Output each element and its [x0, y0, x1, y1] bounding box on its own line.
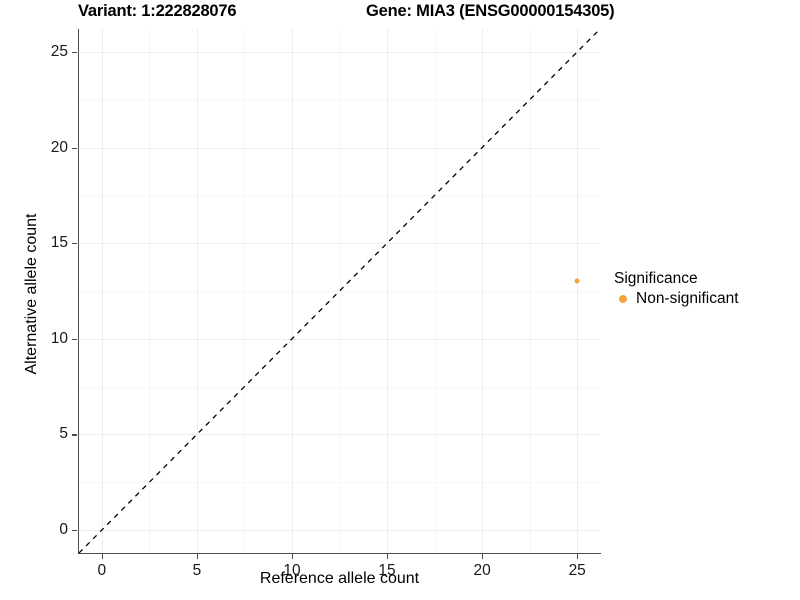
y-axis-tick — [72, 530, 77, 532]
y-axis-tick — [72, 338, 77, 340]
gridline-major-horizontal — [79, 434, 600, 436]
x-axis-tick — [482, 554, 484, 559]
gridline-major-vertical — [292, 29, 293, 553]
gene-title: Gene: MIA3 (ENSG00000154305) — [366, 2, 615, 20]
identity-reference-line — [79, 29, 600, 553]
legend-item-label: Non-significant — [636, 290, 739, 307]
x-tick-label: 15 — [378, 562, 396, 579]
y-tick-label: 5 — [59, 425, 68, 443]
y-axis-line — [78, 29, 80, 554]
x-axis-tick — [101, 554, 103, 559]
x-tick-label: 25 — [568, 562, 586, 579]
gridline-major-horizontal — [79, 530, 600, 532]
gridline-major-vertical — [387, 29, 388, 553]
gridline-major-horizontal — [79, 338, 600, 340]
y-axis-title: Alternative allele count — [23, 213, 40, 375]
x-axis-tick — [577, 554, 579, 559]
y-axis-tick — [72, 147, 77, 149]
gridline-major-vertical — [577, 29, 579, 553]
x-tick-label: 10 — [283, 562, 301, 579]
y-axis-tick — [72, 243, 77, 245]
data-point[interactable] — [574, 278, 580, 284]
gridline-major-horizontal — [79, 147, 600, 149]
y-tick-label: 20 — [50, 138, 68, 156]
y-tick-label: 15 — [50, 234, 68, 252]
y-axis-tick — [72, 51, 77, 54]
x-axis-tick — [292, 554, 294, 559]
diagonal-dashed-line — [79, 29, 600, 553]
y-tick-labels: 0 5 10 15 20 25 — [0, 0, 68, 600]
gridline-minor-horizontal — [79, 195, 600, 197]
y-axis-tick — [72, 434, 77, 436]
variant-title: Variant: 1:222828076 — [78, 2, 237, 20]
x-tick-label: 5 — [192, 562, 202, 579]
gridline-major-vertical — [482, 29, 484, 553]
chart-title-row: Variant: 1:222828076 Gene: MIA3 (ENSG000… — [78, 2, 678, 26]
x-axis-tick — [387, 554, 389, 559]
legend: Significance Non-significant — [614, 269, 739, 308]
gridline-major-vertical — [196, 29, 198, 553]
gridline-major-horizontal — [79, 51, 600, 53]
gridline-minor-horizontal — [79, 99, 600, 101]
gridline-major-horizontal — [79, 243, 600, 245]
gridline-minor-horizontal — [79, 482, 600, 484]
legend-item[interactable]: Non-significant — [614, 289, 739, 308]
x-tick-label: 0 — [97, 562, 107, 579]
y-tick-label: 10 — [50, 329, 68, 347]
y-tick-label: 25 — [50, 42, 68, 60]
x-axis-line — [78, 553, 601, 555]
legend-marker-icon — [614, 290, 631, 307]
legend-items: Non-significant — [614, 289, 739, 308]
legend-title: Significance — [614, 270, 698, 287]
gridline-minor-horizontal — [79, 386, 600, 388]
y-tick-label: 0 — [59, 521, 68, 539]
x-axis-tick — [196, 554, 199, 559]
gridline-minor-horizontal — [79, 291, 600, 292]
x-axis-title: Reference allele count — [259, 570, 420, 587]
x-tick-label: 20 — [473, 562, 491, 579]
plot-panel — [79, 29, 600, 553]
gridline-major-vertical — [101, 29, 103, 553]
